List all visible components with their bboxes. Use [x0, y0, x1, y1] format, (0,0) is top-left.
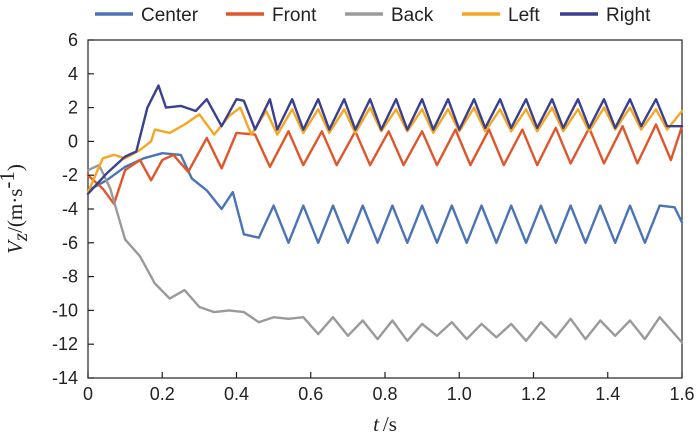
x-tick-label: 0.8 — [372, 384, 397, 404]
y-axis-title: Vz/(m·s-1) — [0, 164, 32, 254]
y-axis-close-paren: ) — [3, 164, 27, 171]
series-line-back — [86, 163, 684, 344]
x-tick-label: 1.6 — [669, 384, 694, 404]
legend-label: Left — [508, 5, 540, 26]
series-line-center — [86, 151, 684, 245]
legend-label: Front — [272, 5, 317, 26]
x-axis-unit: /s — [383, 412, 397, 436]
plot-frame — [87, 39, 683, 379]
y-tick-label: -12 — [52, 334, 78, 354]
x-tick-label: 0 — [83, 384, 93, 404]
x-tick-label: 0.4 — [224, 384, 249, 404]
legend-item-right: Right — [560, 5, 651, 26]
legend-label: Right — [606, 5, 651, 26]
x-axis-variable: t — [373, 412, 380, 436]
y-tick-label: -8 — [62, 267, 78, 287]
legend: Center Front Back Left Right — [95, 5, 651, 26]
x-axis-title: t/s — [373, 412, 397, 436]
y-tick-label: 6 — [68, 30, 78, 50]
series-line-left — [86, 106, 684, 194]
legend-label: Center — [141, 5, 199, 26]
y-axis-subscript: z — [8, 233, 32, 242]
y-tick-label: -10 — [52, 300, 78, 320]
x-tick-label: 0.2 — [150, 384, 175, 404]
x-tick-label: 1.2 — [521, 384, 546, 404]
y-tick-label: -2 — [62, 165, 78, 185]
y-tick-label: 2 — [68, 98, 78, 118]
y-tick-label: -6 — [62, 233, 78, 253]
y-tick-label: -14 — [52, 368, 78, 388]
series-line-front — [86, 123, 684, 206]
plot-area-frame — [87, 39, 683, 379]
series-line-right — [86, 84, 684, 196]
y-axis-variable: V — [3, 239, 27, 254]
legend-item-back: Back — [345, 5, 434, 26]
y-tick-label: 4 — [68, 64, 78, 84]
y-axis-superscript: -1 — [0, 171, 19, 189]
x-tick-label: 1.4 — [595, 384, 620, 404]
y-axis-unit: /(m·s — [3, 189, 27, 233]
x-tick-label: 0.6 — [298, 384, 323, 404]
legend-item-center: Center — [95, 5, 199, 26]
y-tick-label: -4 — [62, 199, 78, 219]
y-tick-label: 0 — [68, 131, 78, 151]
legend-label: Back — [391, 5, 434, 26]
axis-ticks: 0 0.2 0.4 0.6 0.8 1.0 1.2 1.4 1.6 6 4 2 0 -2 -4 -6 -8 -10… — [52, 30, 695, 404]
series-group — [86, 84, 684, 344]
legend-item-left: Left — [462, 5, 540, 26]
legend-item-front: Front — [226, 5, 317, 26]
axis-labels: t/s Vz/(m·s-1) — [0, 164, 397, 436]
x-tick-label: 1.0 — [447, 384, 472, 404]
